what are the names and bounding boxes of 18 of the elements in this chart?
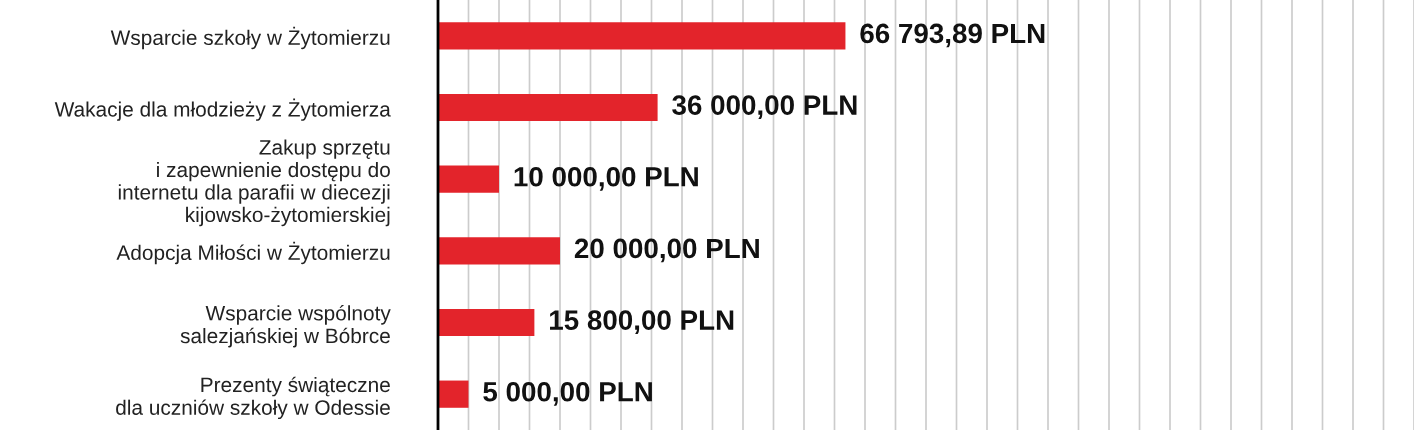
bar [438,93,658,122]
data-label: 20 000,00 PLN [574,238,759,263]
data-label: 10 000,00 PLN [514,166,698,191]
y-tick-label: Wakacje dla młodzieży z Żytomierza [54,98,391,121]
bar [438,165,499,193]
y-tick-label: Wsparcie szkoły w Żytomierzu [110,26,390,50]
data-label: 15 800,00 PLN [550,310,734,334]
bar [438,308,535,337]
bar [438,380,469,408]
y-tick-label: Wsparcie wspólnoty salezjańskiej w Bóbrce [180,305,391,348]
y-tick-label: Adopcja Miłości w Żytomierzu [116,241,390,265]
bar [438,237,560,265]
y-tick-label: Zakup sprzętu i zapewnienie dostępu do internetu dla parafii w diecezji kijowsko-żytomierskiej [118,139,390,227]
data-label: 66 793,89 PLN [860,23,1045,48]
y-tick-label: Prezenty świąteczne dla uczniów szkoły w Odessie [116,376,390,420]
data-label: 36 000,00 PLN [672,95,857,119]
data-label: 5 000,00 PLN [483,381,652,406]
bar [438,22,846,50]
